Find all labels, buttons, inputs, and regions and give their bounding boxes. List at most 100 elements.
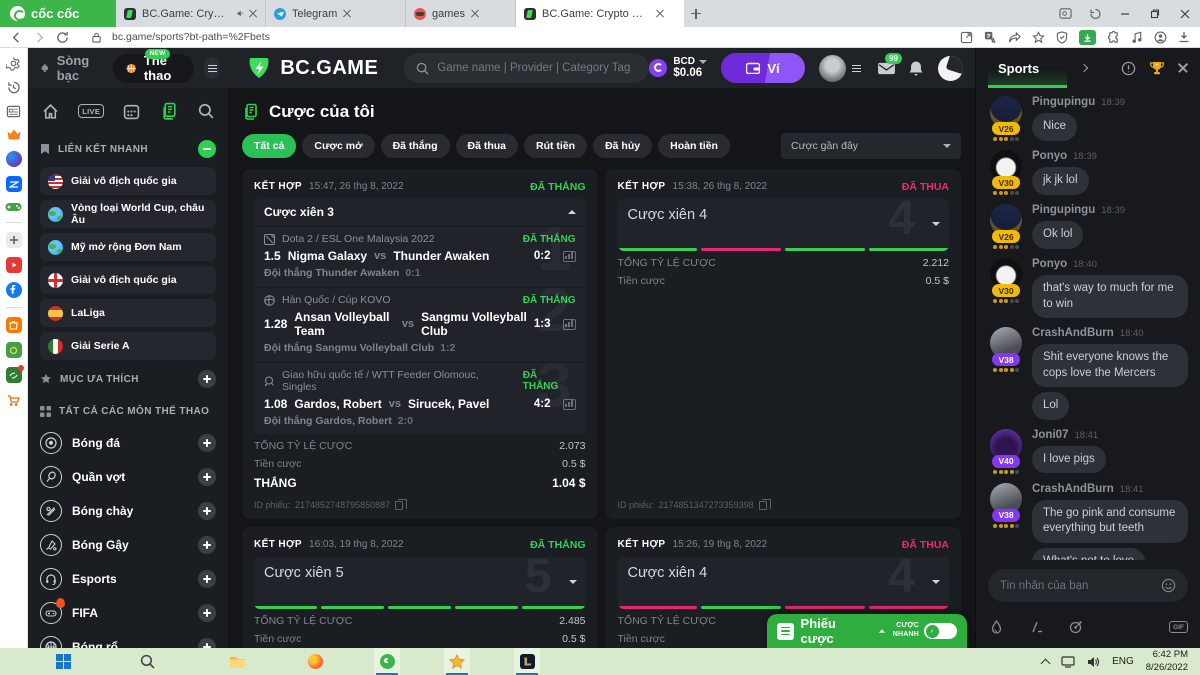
home-team[interactable]: Nigma Galaxy (287, 249, 368, 263)
nav-sports-pill[interactable]: Thể thao NEW (113, 48, 195, 83)
settings-gear-icon[interactable] (6, 56, 21, 71)
expand-tennis-button[interactable] (198, 467, 216, 486)
username[interactable]: Pingupingu (1032, 96, 1096, 108)
extensions-icon[interactable] (1107, 30, 1120, 44)
username[interactable]: Ponyo (1032, 150, 1068, 162)
sidebar-item-baseball[interactable]: Bóng chày (40, 495, 216, 526)
sidebar-search-icon[interactable] (198, 103, 214, 119)
quick-bet-toggle[interactable] (924, 623, 957, 639)
league-of-legends-button[interactable] (514, 648, 540, 675)
calendar-icon[interactable] (123, 103, 140, 120)
translate-icon[interactable] (984, 31, 997, 44)
crown-icon[interactable] (6, 128, 22, 142)
browser-tab-bcgame-1[interactable]: BC.Game: Crypto Casino (116, 0, 266, 27)
filter-all[interactable]: Tất cả (242, 134, 297, 158)
tab-audio-icon[interactable] (237, 9, 243, 18)
language-indicator[interactable]: ENG (1112, 656, 1134, 667)
emoji-icon[interactable] (1161, 578, 1176, 593)
history-icon[interactable] (6, 80, 21, 95)
username[interactable]: Ponyo (1032, 258, 1068, 270)
stats-icon[interactable] (562, 398, 576, 410)
gamepad-icon[interactable] (5, 201, 22, 213)
chat-tab-sports[interactable]: Sports (988, 48, 1068, 88)
betslip-fab[interactable]: Phiếu cược CƯỢC NHANH (767, 614, 967, 648)
newsfeed-icon[interactable] (6, 104, 21, 119)
sort-dropdown[interactable]: Cược gần đây (781, 133, 961, 159)
search-input[interactable] (437, 62, 638, 74)
forward-icon[interactable] (33, 31, 46, 44)
copy-icon[interactable] (758, 498, 771, 510)
lock-icon[interactable] (91, 32, 102, 43)
sidebar-item-esports[interactable]: Esports (40, 563, 216, 594)
tab-close-icon[interactable] (471, 10, 479, 18)
file-explorer-button[interactable] (224, 648, 250, 675)
downloads-icon[interactable] (1178, 31, 1190, 43)
bet-collapsed-row[interactable]: Cược xiên 4 4 (617, 199, 949, 251)
sidebar-item-basketball[interactable]: Bóng rổ (40, 631, 216, 648)
window-minimize-button[interactable] (1110, 0, 1140, 27)
add-favorite-button[interactable] (198, 370, 216, 388)
wallet-button[interactable]: Ví (721, 53, 805, 83)
quick-link-premier-league[interactable]: Giải vô địch quốc gia (40, 266, 216, 294)
filter-lost[interactable]: Đã thua (455, 134, 519, 158)
username[interactable]: Joni07 (1032, 428, 1069, 441)
collapse-quick-links-button[interactable] (198, 140, 216, 158)
tab-close-icon[interactable] (249, 10, 257, 18)
chat-input-box[interactable] (988, 569, 1188, 602)
bookmark-star-icon[interactable] (1032, 30, 1045, 44)
bet-title-row[interactable]: Cược xiên 3 (254, 199, 586, 225)
game-search[interactable] (404, 53, 650, 83)
quick-link-nfl[interactable]: Giải vô địch quốc gia (40, 167, 216, 195)
tab-search-icon[interactable] (1050, 0, 1080, 27)
browser-tab-telegram[interactable]: Telegram (266, 0, 406, 27)
expand-esports-button[interactable] (198, 569, 216, 588)
user-avatar[interactable] (819, 54, 846, 82)
messenger-icon[interactable] (5, 151, 22, 167)
cart-icon[interactable] (5, 392, 22, 408)
coccoc-taskbar-button[interactable] (374, 648, 400, 675)
home-team[interactable]: Ansan Volleyball Team (294, 310, 390, 338)
browser-tab-bcgame-active[interactable]: BC.Game: Crypto Casino Gan (516, 0, 684, 27)
favorites-app-button[interactable] (444, 648, 470, 675)
spin-wheel-icon[interactable] (938, 55, 963, 81)
stats-icon[interactable] (562, 318, 576, 330)
chat-message-input[interactable] (1000, 579, 1161, 592)
share-window-icon[interactable] (960, 31, 973, 44)
filter-won[interactable]: Đã thắng (380, 134, 450, 158)
balance-selector[interactable]: BCD $0.06 (649, 56, 707, 80)
new-tab-button[interactable] (684, 0, 708, 27)
taskbar-search-button[interactable] (134, 648, 160, 675)
firefox-button[interactable] (302, 648, 328, 675)
filter-refunded[interactable]: Hoàn tiền (658, 134, 730, 158)
network-icon[interactable] (1061, 655, 1075, 668)
expand-basketball-button[interactable] (198, 637, 216, 648)
username[interactable]: CrashAndBurn (1032, 327, 1114, 340)
game-portal-icon[interactable] (5, 365, 24, 383)
tray-expand-icon[interactable] (1040, 658, 1051, 668)
chat-message-list[interactable]: V26 Pingupingu 18:39 Nice V30 Ponyo 18:39 … (976, 88, 1200, 560)
share-arrow-icon[interactable] (1008, 31, 1021, 44)
away-team[interactable]: Thunder Awaken (393, 249, 490, 263)
copy-icon[interactable] (395, 498, 408, 510)
quick-link-laliga[interactable]: LaLiga (40, 299, 216, 327)
youtube-icon[interactable] (5, 257, 22, 273)
bcgame-logo[interactable]: BC.GAME (246, 55, 378, 81)
quick-link-wc-qual[interactable]: Vòng loại World Cup, châu Âu (40, 200, 216, 228)
expand-football-button[interactable] (198, 433, 216, 452)
username[interactable]: CrashAndBurn (1032, 482, 1114, 495)
inbox-button[interactable]: 99 (877, 52, 902, 76)
away-team[interactable]: Sangmu Volleyball Club (421, 310, 527, 338)
user-menu-icon[interactable] (852, 64, 861, 72)
filter-cancelled[interactable]: Đã hủy (593, 134, 653, 158)
reload-icon[interactable] (56, 31, 69, 44)
facebook-icon[interactable] (5, 282, 22, 298)
sidebar-item-cricket[interactable]: Bóng Gậy (40, 529, 216, 560)
music-note-icon[interactable] (1131, 31, 1143, 44)
filter-open[interactable]: Cược mở (302, 134, 375, 158)
window-close-button[interactable] (1170, 0, 1200, 27)
profile-icon[interactable] (1154, 31, 1167, 44)
trophy-icon[interactable] (1149, 61, 1165, 76)
expand-baseball-button[interactable] (198, 501, 216, 520)
window-restore-button[interactable] (1140, 0, 1170, 27)
taskbar-clock[interactable]: 6:42 PM 8/26/2022 (1146, 649, 1188, 674)
